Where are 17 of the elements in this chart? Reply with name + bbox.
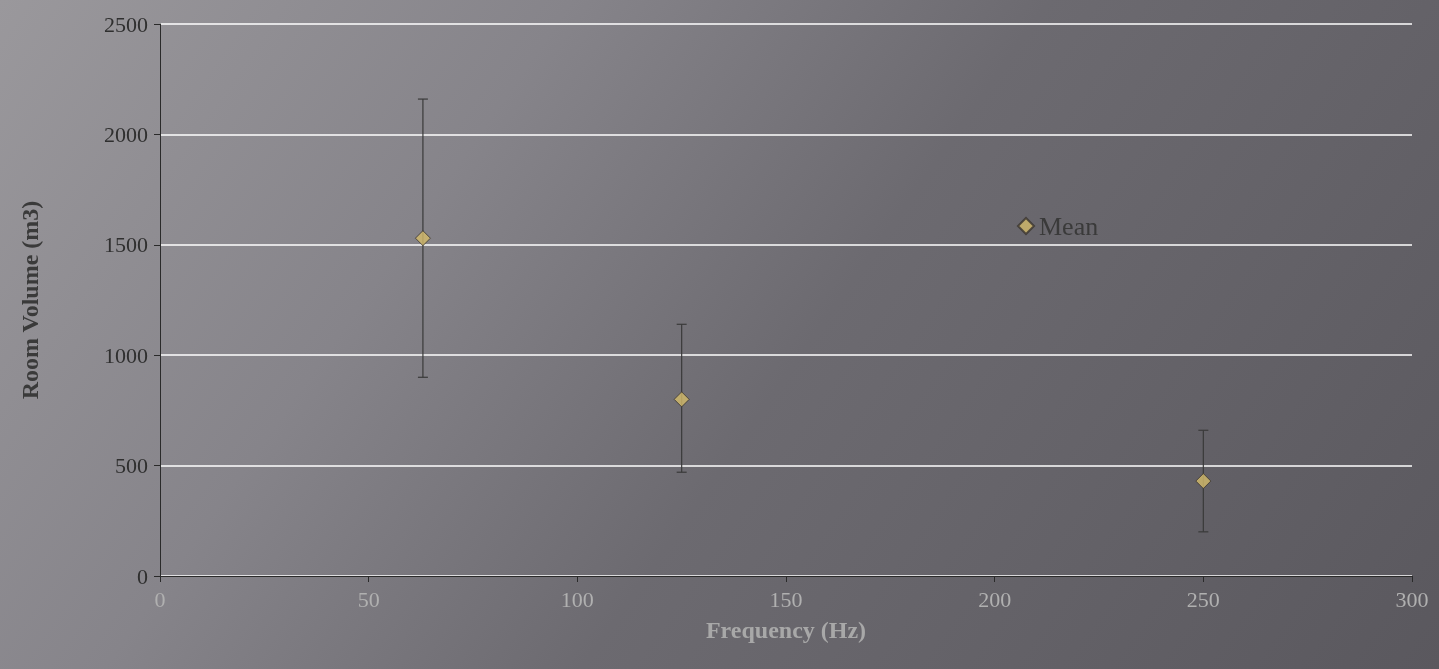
x-tick-label: 50 — [357, 586, 380, 612]
y-axis-title: Room Volume (m3) — [17, 200, 43, 400]
y-tick-label: 1000 — [104, 342, 148, 368]
x-tick-label: 250 — [1186, 586, 1220, 612]
y-tick-label: 2500 — [104, 11, 148, 37]
x-tick-label: 150 — [769, 586, 803, 612]
point — [414, 230, 431, 247]
y-tick-label: 0 — [137, 563, 148, 589]
point — [673, 391, 690, 408]
x-tick-label: 200 — [978, 586, 1012, 612]
x-tick-label: 100 — [560, 586, 594, 612]
x-tick-label: 300 — [1395, 586, 1429, 612]
y-tick-label: 500 — [115, 453, 148, 479]
y-tick-label: 2000 — [104, 121, 148, 147]
x-axis-title: Frequency (Hz) — [705, 617, 867, 643]
point — [1195, 473, 1212, 490]
y-tick-label: 1500 — [104, 232, 148, 258]
